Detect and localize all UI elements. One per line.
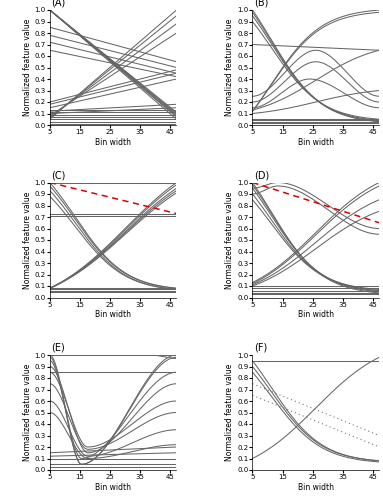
Text: (D): (D) [254,170,269,180]
Y-axis label: Normalized feature value: Normalized feature value [225,192,234,288]
Text: (C): (C) [51,170,65,180]
X-axis label: Bin width: Bin width [95,310,131,320]
X-axis label: Bin width: Bin width [298,483,334,492]
Text: (F): (F) [254,342,267,352]
X-axis label: Bin width: Bin width [298,138,334,147]
Text: (B): (B) [254,0,268,8]
Y-axis label: Normalized feature value: Normalized feature value [225,19,234,116]
X-axis label: Bin width: Bin width [95,138,131,147]
Y-axis label: Normalized feature value: Normalized feature value [23,192,31,288]
Text: (A): (A) [51,0,65,8]
Y-axis label: Normalized feature value: Normalized feature value [23,19,31,116]
Text: (E): (E) [51,342,65,352]
Y-axis label: Normalized feature value: Normalized feature value [23,364,31,461]
X-axis label: Bin width: Bin width [298,310,334,320]
X-axis label: Bin width: Bin width [95,483,131,492]
Y-axis label: Normalized feature value: Normalized feature value [225,364,234,461]
